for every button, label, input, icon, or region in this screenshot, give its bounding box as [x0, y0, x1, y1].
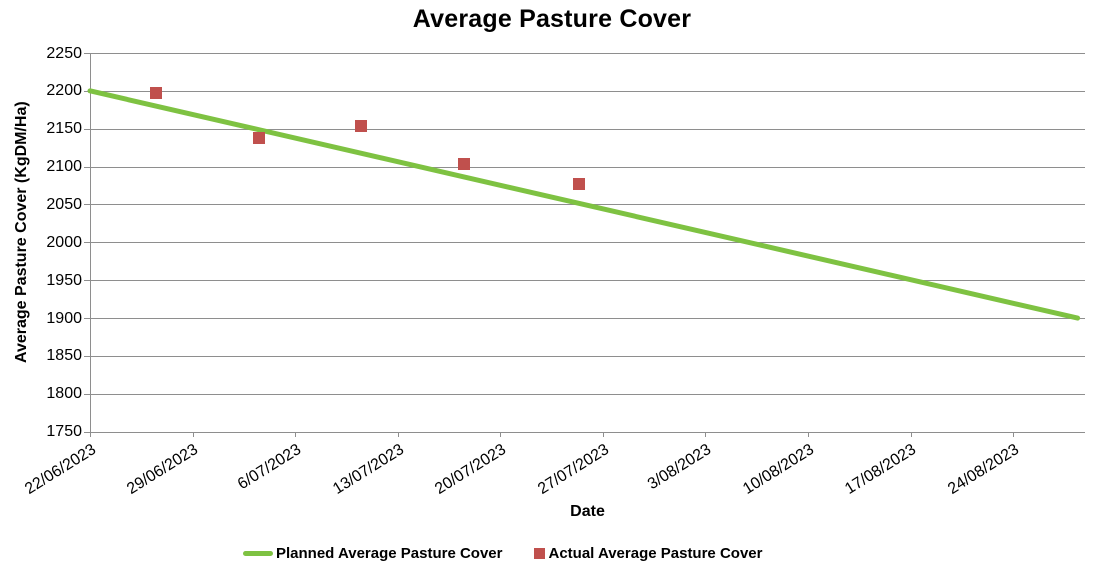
- actual-data-point: [149, 87, 162, 100]
- x-tick-label-text: 27/07/2023: [534, 441, 612, 498]
- y-tick: [84, 242, 90, 244]
- x-tick: [602, 431, 604, 437]
- x-tick: [1013, 431, 1015, 437]
- x-tick-label-text: 10/08/2023: [740, 441, 817, 498]
- y-tick: [84, 431, 90, 433]
- legend-item-actual: Actual Average Pasture Cover: [532, 545, 762, 562]
- actual-marker-swatch: [534, 548, 546, 559]
- y-tick: [84, 53, 90, 54]
- gridline: [90, 431, 1085, 433]
- x-tick-label-text: 22/06/2023: [22, 441, 100, 498]
- y-tick-label: 2200: [46, 82, 82, 100]
- x-tick: [397, 431, 399, 437]
- y-tick: [84, 204, 90, 206]
- x-tick: [910, 431, 912, 437]
- actual-data-point: [457, 157, 470, 170]
- y-tick-label: 2250: [46, 44, 82, 62]
- x-tick-label-text: 24/08/2023: [945, 441, 1023, 498]
- gridline: [90, 242, 1085, 244]
- x-tick: [500, 431, 502, 437]
- actual-data-point: [355, 119, 368, 132]
- y-axis-line: [90, 53, 91, 432]
- legend-label-planned: Planned Average Pasture Cover: [276, 545, 503, 562]
- x-tick: [90, 431, 91, 437]
- x-tick-label-text: 13/07/2023: [329, 441, 407, 498]
- gridline: [90, 90, 1085, 92]
- y-tick-label: 2000: [46, 233, 82, 251]
- x-tick-label-text: 3/08/2023: [645, 441, 715, 494]
- y-tick: [84, 90, 90, 92]
- y-tick: [84, 128, 90, 130]
- y-tick-label: 1850: [46, 347, 82, 365]
- planned-line-swatch: [243, 551, 273, 556]
- x-tick: [705, 431, 707, 437]
- y-tick-label: 2100: [46, 158, 82, 176]
- y-tick-label: 1900: [46, 309, 82, 327]
- gridline: [90, 128, 1085, 130]
- y-tick: [84, 318, 90, 320]
- y-tick-label: 1750: [46, 423, 82, 441]
- x-tick-label-text: 20/07/2023: [432, 441, 510, 498]
- x-axis-title: Date: [570, 503, 605, 520]
- x-tick-label-text: 17/08/2023: [842, 441, 920, 498]
- gridline: [90, 355, 1085, 357]
- y-tick: [84, 280, 90, 282]
- actual-data-point: [573, 178, 586, 191]
- x-tick: [295, 431, 297, 437]
- y-tick: [84, 393, 90, 395]
- x-tick-label-text: 6/07/2023: [234, 441, 305, 494]
- y-tick-label: 2150: [46, 120, 82, 138]
- gridline: [90, 393, 1085, 395]
- planned-line-layer: [87, 88, 1081, 321]
- legend-label-actual: Actual Average Pasture Cover: [548, 545, 763, 562]
- legend-item-planned: Planned Average Pasture Cover: [243, 545, 502, 562]
- y-tick-label: 1800: [46, 385, 82, 403]
- gridline: [90, 280, 1085, 282]
- gridline: [90, 166, 1085, 168]
- legend: Planned Average Pasture Cover Actual Ave…: [243, 545, 762, 562]
- y-tick: [84, 355, 90, 357]
- y-tick: [84, 166, 90, 168]
- planned-line: [87, 88, 1081, 321]
- chart-title: Average Pasture Cover: [412, 5, 692, 33]
- gridline: [90, 318, 1085, 320]
- x-tick-label-text: 29/06/2023: [124, 441, 202, 498]
- actual-data-point: [252, 131, 265, 144]
- x-tick: [807, 431, 809, 437]
- x-tick: [192, 431, 194, 437]
- y-tick-label: 1950: [46, 271, 82, 289]
- y-tick-label: 2050: [46, 195, 82, 213]
- gridline: [90, 53, 1085, 54]
